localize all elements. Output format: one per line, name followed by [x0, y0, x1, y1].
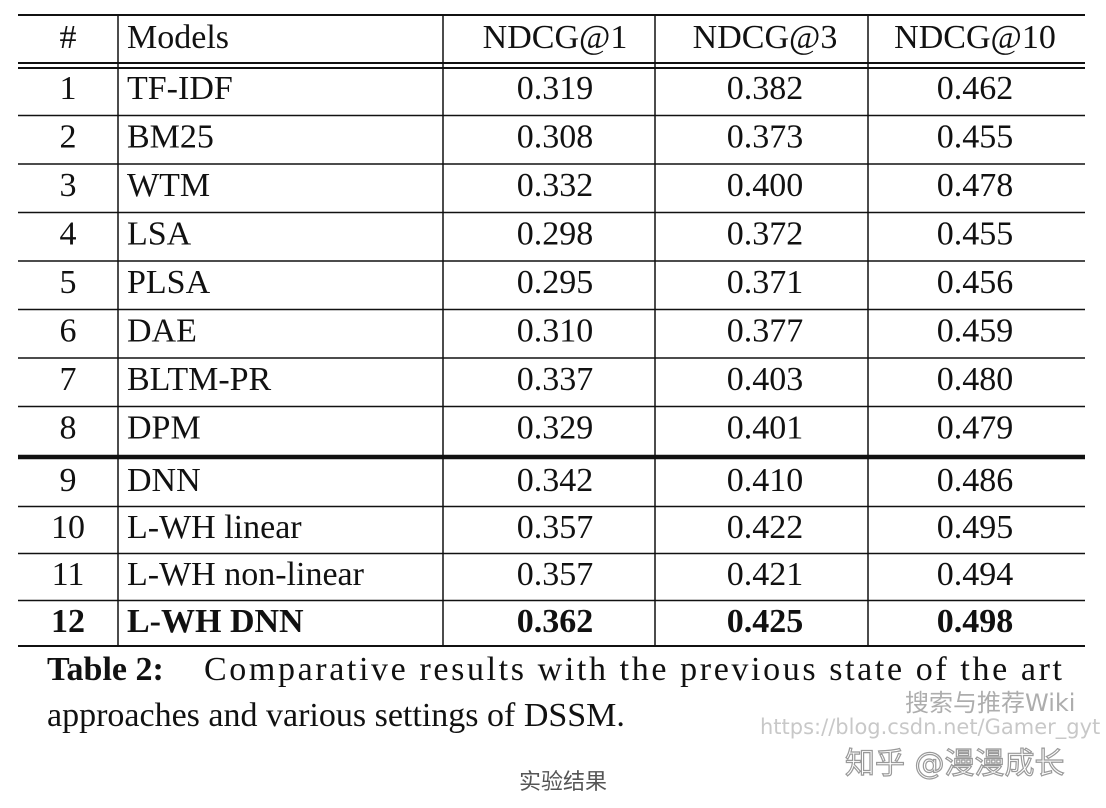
cell: 10 — [51, 509, 85, 546]
watermark: 搜索与推荐Wiki — [905, 689, 1075, 717]
watermark: 知乎 @漫漫成长 — [845, 747, 1065, 782]
cell: WTM — [127, 167, 210, 204]
cell: 0.357 — [517, 509, 594, 546]
cell: 0.377 — [727, 312, 804, 349]
cell: L-WH non-linear — [127, 556, 365, 593]
cell: 0.421 — [727, 556, 804, 593]
cell: 7 — [60, 361, 77, 398]
cell: LSA — [127, 215, 192, 252]
figure-caption: 实验结果 — [519, 770, 607, 795]
cell: 0.342 — [517, 462, 594, 499]
caption-label: Table 2: — [47, 651, 164, 688]
cell: 0.478 — [937, 167, 1014, 204]
cell: BM25 — [127, 118, 214, 155]
cell: 9 — [60, 462, 77, 499]
cell: 0.455 — [937, 215, 1014, 252]
cell: 0.459 — [937, 312, 1014, 349]
cell: 2 — [60, 118, 77, 155]
header-cell: NDCG@1 — [483, 19, 628, 56]
cell: 0.332 — [517, 167, 594, 204]
cell: DNN — [127, 462, 201, 499]
cell: 0.462 — [937, 70, 1014, 107]
cell: 0.329 — [517, 409, 594, 446]
header-cell: Models — [127, 19, 229, 56]
cell: 0.456 — [937, 264, 1014, 301]
cell: 0.295 — [517, 264, 594, 301]
cell: DPM — [127, 409, 201, 446]
cell: 0.362 — [517, 603, 594, 640]
cell: PLSA — [127, 264, 211, 301]
cell: BLTM-PR — [127, 361, 272, 398]
cell: 0.479 — [937, 409, 1014, 446]
cell: 0.495 — [937, 509, 1014, 546]
cell: 0.403 — [727, 361, 804, 398]
cell: 12 — [51, 603, 85, 640]
cell: 0.373 — [727, 118, 804, 155]
cell: 0.410 — [727, 462, 804, 499]
cell: 5 — [60, 264, 77, 301]
caption-line: approaches and various settings of DSSM. — [47, 697, 625, 734]
cell: 0.371 — [727, 264, 804, 301]
cell: 0.372 — [727, 215, 804, 252]
cell: 0.337 — [517, 361, 594, 398]
cell: 11 — [52, 556, 85, 593]
cell: L-WH linear — [127, 509, 302, 546]
cell: 0.357 — [517, 556, 594, 593]
header-cell: # — [60, 19, 77, 56]
caption-line: Comparative results with the previous st… — [204, 651, 1063, 688]
cell: 0.308 — [517, 118, 594, 155]
header-cell: NDCG@3 — [693, 19, 838, 56]
cell: 4 — [60, 215, 77, 252]
cell: 0.494 — [937, 556, 1014, 593]
cell: 0.400 — [727, 167, 804, 204]
cell: 0.298 — [517, 215, 594, 252]
cell: 0.486 — [937, 462, 1014, 499]
cell: 0.480 — [937, 361, 1014, 398]
cell: 0.310 — [517, 312, 594, 349]
cell: 6 — [60, 312, 77, 349]
cell: 0.319 — [517, 70, 594, 107]
watermark: https://blog.csdn.net/Gamer_gyt — [760, 715, 1100, 740]
cell: 3 — [60, 167, 77, 204]
header-cell: NDCG@10 — [894, 19, 1056, 56]
cell: L-WH DNN — [127, 603, 304, 640]
cell: 0.382 — [727, 70, 804, 107]
cell: 0.425 — [727, 603, 804, 640]
cell: TF-IDF — [127, 70, 233, 107]
cell: 1 — [60, 70, 77, 107]
cell: 0.455 — [937, 118, 1014, 155]
cell: DAE — [127, 312, 197, 349]
cell: 0.422 — [727, 509, 804, 546]
cell: 0.498 — [937, 603, 1014, 640]
cell: 0.401 — [727, 409, 804, 446]
cell: 8 — [60, 409, 77, 446]
